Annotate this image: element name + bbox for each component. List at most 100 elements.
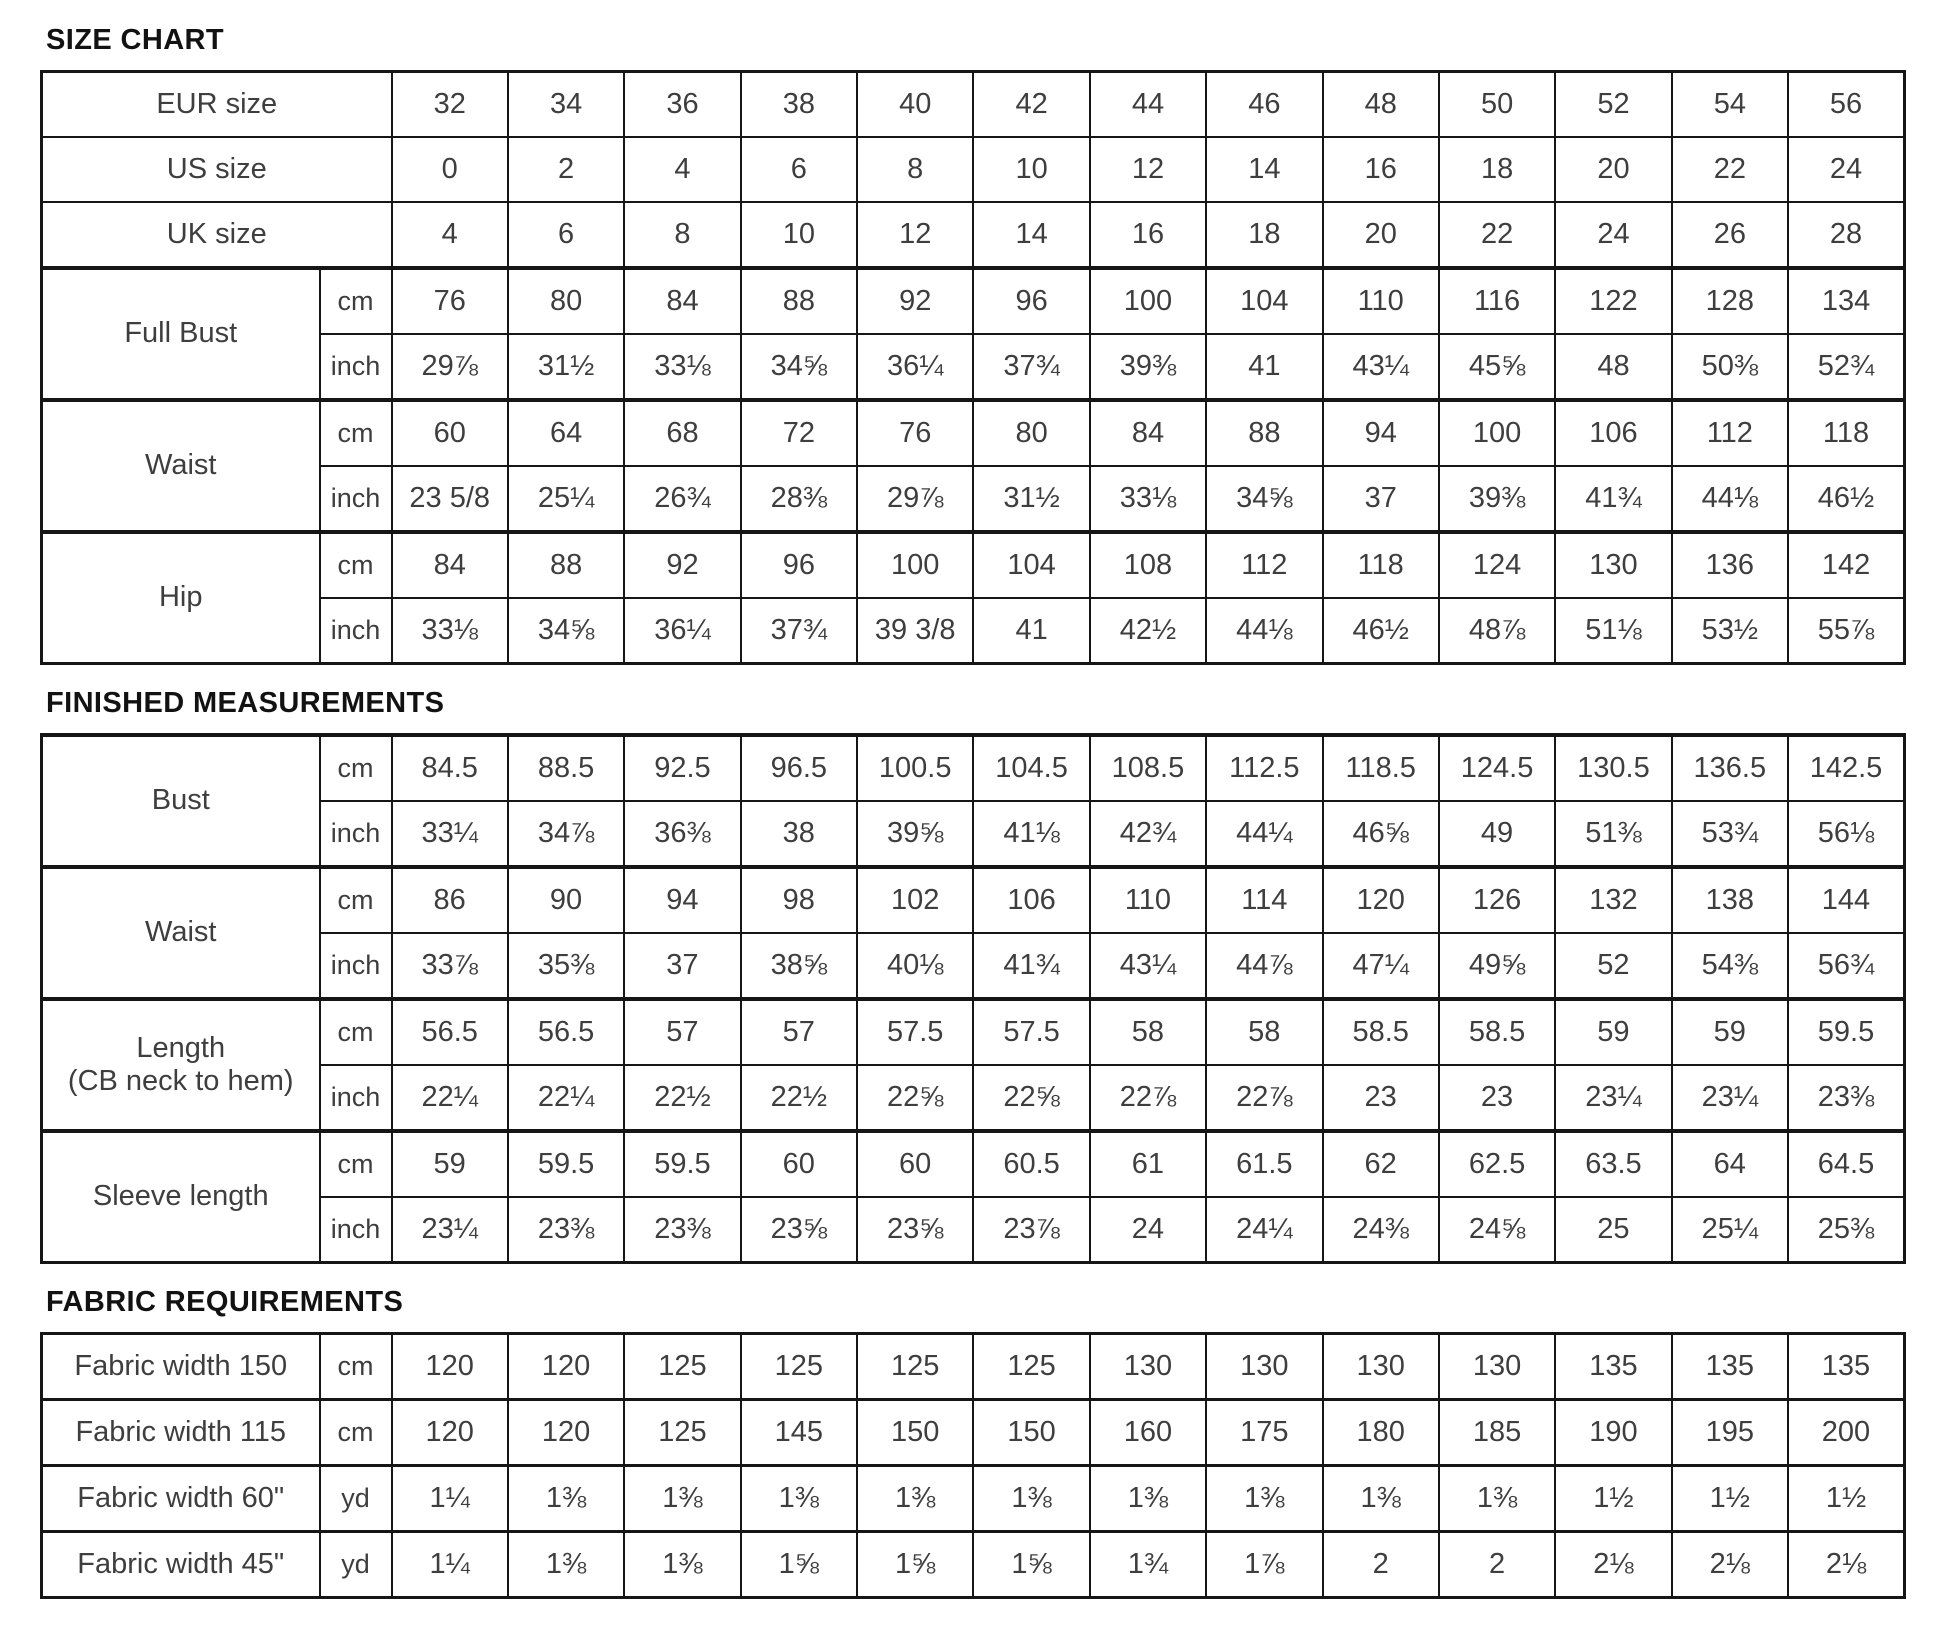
value-cell: 125	[623, 1398, 742, 1467]
value-cell: 1⅝	[972, 1530, 1091, 1599]
value-cell: 48	[1554, 333, 1673, 401]
value-cell: 76	[856, 398, 975, 467]
row-label: Bust	[40, 733, 321, 868]
value-cell: 92	[856, 266, 975, 335]
value-cell: 72	[739, 398, 859, 467]
value-cell: 1⅜	[1205, 1464, 1324, 1533]
value-cell: 44⅛	[1670, 465, 1790, 533]
value-cell: 88	[739, 266, 859, 335]
unit-label: cm	[318, 398, 393, 467]
value-cell: 200	[1787, 1398, 1906, 1467]
value-cell: 40⅛	[855, 932, 975, 1000]
table-row: Fabric width 60" yd 1¼ 1⅜ 1⅜ 1⅜ 1⅜ 1⅜ 1⅜ 1⅜ 1⅜ 1⅜ 1½…	[40, 1464, 1906, 1533]
value-cell: 22½	[739, 1064, 859, 1132]
value-cell: 118.5	[1321, 733, 1440, 802]
value-cell: 22⅝	[855, 1064, 975, 1132]
value-cell: 44¼	[1205, 800, 1324, 868]
value-cell: 14	[972, 201, 1091, 269]
value-cell: 118	[1321, 530, 1440, 599]
value-cell: 33⅛	[623, 333, 742, 401]
value-cell: 1⅜	[506, 1530, 626, 1599]
value-cell: 88	[506, 530, 626, 599]
value-cell: 1⅜	[855, 1464, 975, 1533]
value-cell: 106	[1554, 398, 1673, 467]
value-cell: 43¼	[1321, 333, 1440, 401]
value-cell: 92	[623, 530, 742, 599]
value-cell: 23¼	[1554, 1064, 1673, 1132]
value-cell: 142.5	[1787, 733, 1906, 802]
value-cell: 2	[1437, 1530, 1557, 1599]
value-cell: 90	[506, 865, 626, 934]
unit-label: inch	[318, 800, 393, 868]
value-cell: 34⅝	[1205, 465, 1324, 533]
value-cell: 195	[1670, 1398, 1790, 1467]
row-label: UK size	[40, 201, 393, 269]
value-cell: 24⅝	[1437, 1196, 1557, 1264]
value-cell: 150	[972, 1398, 1091, 1467]
value-cell: 104.5	[972, 733, 1091, 802]
row-label: US size	[40, 136, 393, 203]
value-cell: 1⅜	[623, 1464, 742, 1533]
value-cell: 38⅝	[739, 932, 859, 1000]
value-cell: 54	[1670, 70, 1790, 138]
value-cell: 0	[390, 136, 509, 203]
value-cell: 112	[1670, 398, 1790, 467]
value-cell: 2	[506, 136, 626, 203]
value-cell: 34⅝	[506, 597, 626, 665]
value-cell: 16	[1321, 136, 1440, 203]
value-cell: 50⅜	[1670, 333, 1790, 401]
value-cell: 136.5	[1670, 733, 1790, 802]
unit-label: cm	[318, 1332, 393, 1401]
value-cell: 59.5	[1787, 997, 1906, 1066]
value-cell: 1½	[1787, 1464, 1906, 1533]
value-cell: 60.5	[972, 1129, 1091, 1198]
value-cell: 61	[1088, 1129, 1208, 1198]
value-cell: 1⅜	[972, 1464, 1091, 1533]
value-cell: 185	[1437, 1398, 1557, 1467]
value-cell: 29⅞	[856, 465, 975, 533]
value-cell: 39⅜	[1437, 465, 1557, 533]
value-cell: 110	[1088, 865, 1208, 934]
value-cell: 108.5	[1088, 733, 1208, 802]
value-cell: 52¾	[1787, 333, 1906, 401]
value-cell: 112.5	[1205, 733, 1324, 802]
value-cell: 125	[623, 1332, 742, 1401]
value-cell: 22	[1670, 136, 1790, 203]
value-cell: 4	[623, 136, 742, 203]
value-cell: 18	[1205, 201, 1324, 269]
value-cell: 2⅛	[1554, 1530, 1673, 1599]
row-label: Sleeve length	[40, 1129, 321, 1264]
unit-label: inch	[318, 1196, 393, 1264]
value-cell: 130	[1321, 1332, 1440, 1401]
value-cell: 44⅛	[1205, 597, 1324, 665]
table-row: inch 29⅞ 31½ 33⅛ 34⅝ 36¼ 37¾ 39⅜ 41 43¼ 45⅝ 48 50⅜ 52…	[42, 333, 1906, 401]
size-chart-title: SIZE CHART	[46, 24, 224, 56]
value-cell: 23⅞	[972, 1196, 1091, 1264]
value-cell: 124.5	[1437, 733, 1557, 802]
value-cell: 84	[623, 266, 742, 335]
value-cell: 39⅝	[855, 800, 975, 868]
value-cell: 40	[856, 70, 975, 138]
value-cell: 20	[1321, 201, 1440, 269]
value-cell: 22⅝	[972, 1064, 1091, 1132]
value-cell: 68	[623, 398, 742, 467]
value-cell: 36¼	[623, 597, 742, 665]
value-cell: 136	[1670, 530, 1790, 599]
value-cell: 6	[739, 136, 859, 203]
unit-label: cm	[318, 266, 393, 335]
value-cell: 54⅜	[1670, 932, 1790, 1000]
value-cell: 56¾	[1787, 932, 1906, 1000]
value-cell: 1⅜	[623, 1530, 742, 1599]
unit-label: inch	[318, 597, 393, 665]
value-cell: 44⅞	[1205, 932, 1324, 1000]
value-cell: 100	[1088, 266, 1208, 335]
value-cell: 160	[1088, 1398, 1208, 1467]
value-cell: 56⅛	[1787, 800, 1906, 868]
value-cell: 58	[1205, 997, 1324, 1066]
value-cell: 23⅜	[506, 1196, 626, 1264]
value-cell: 52	[1554, 932, 1673, 1000]
value-cell: 116	[1437, 266, 1557, 335]
value-cell: 36⅜	[623, 800, 742, 868]
value-cell: 37¾	[972, 333, 1091, 401]
value-cell: 135	[1554, 1332, 1673, 1401]
